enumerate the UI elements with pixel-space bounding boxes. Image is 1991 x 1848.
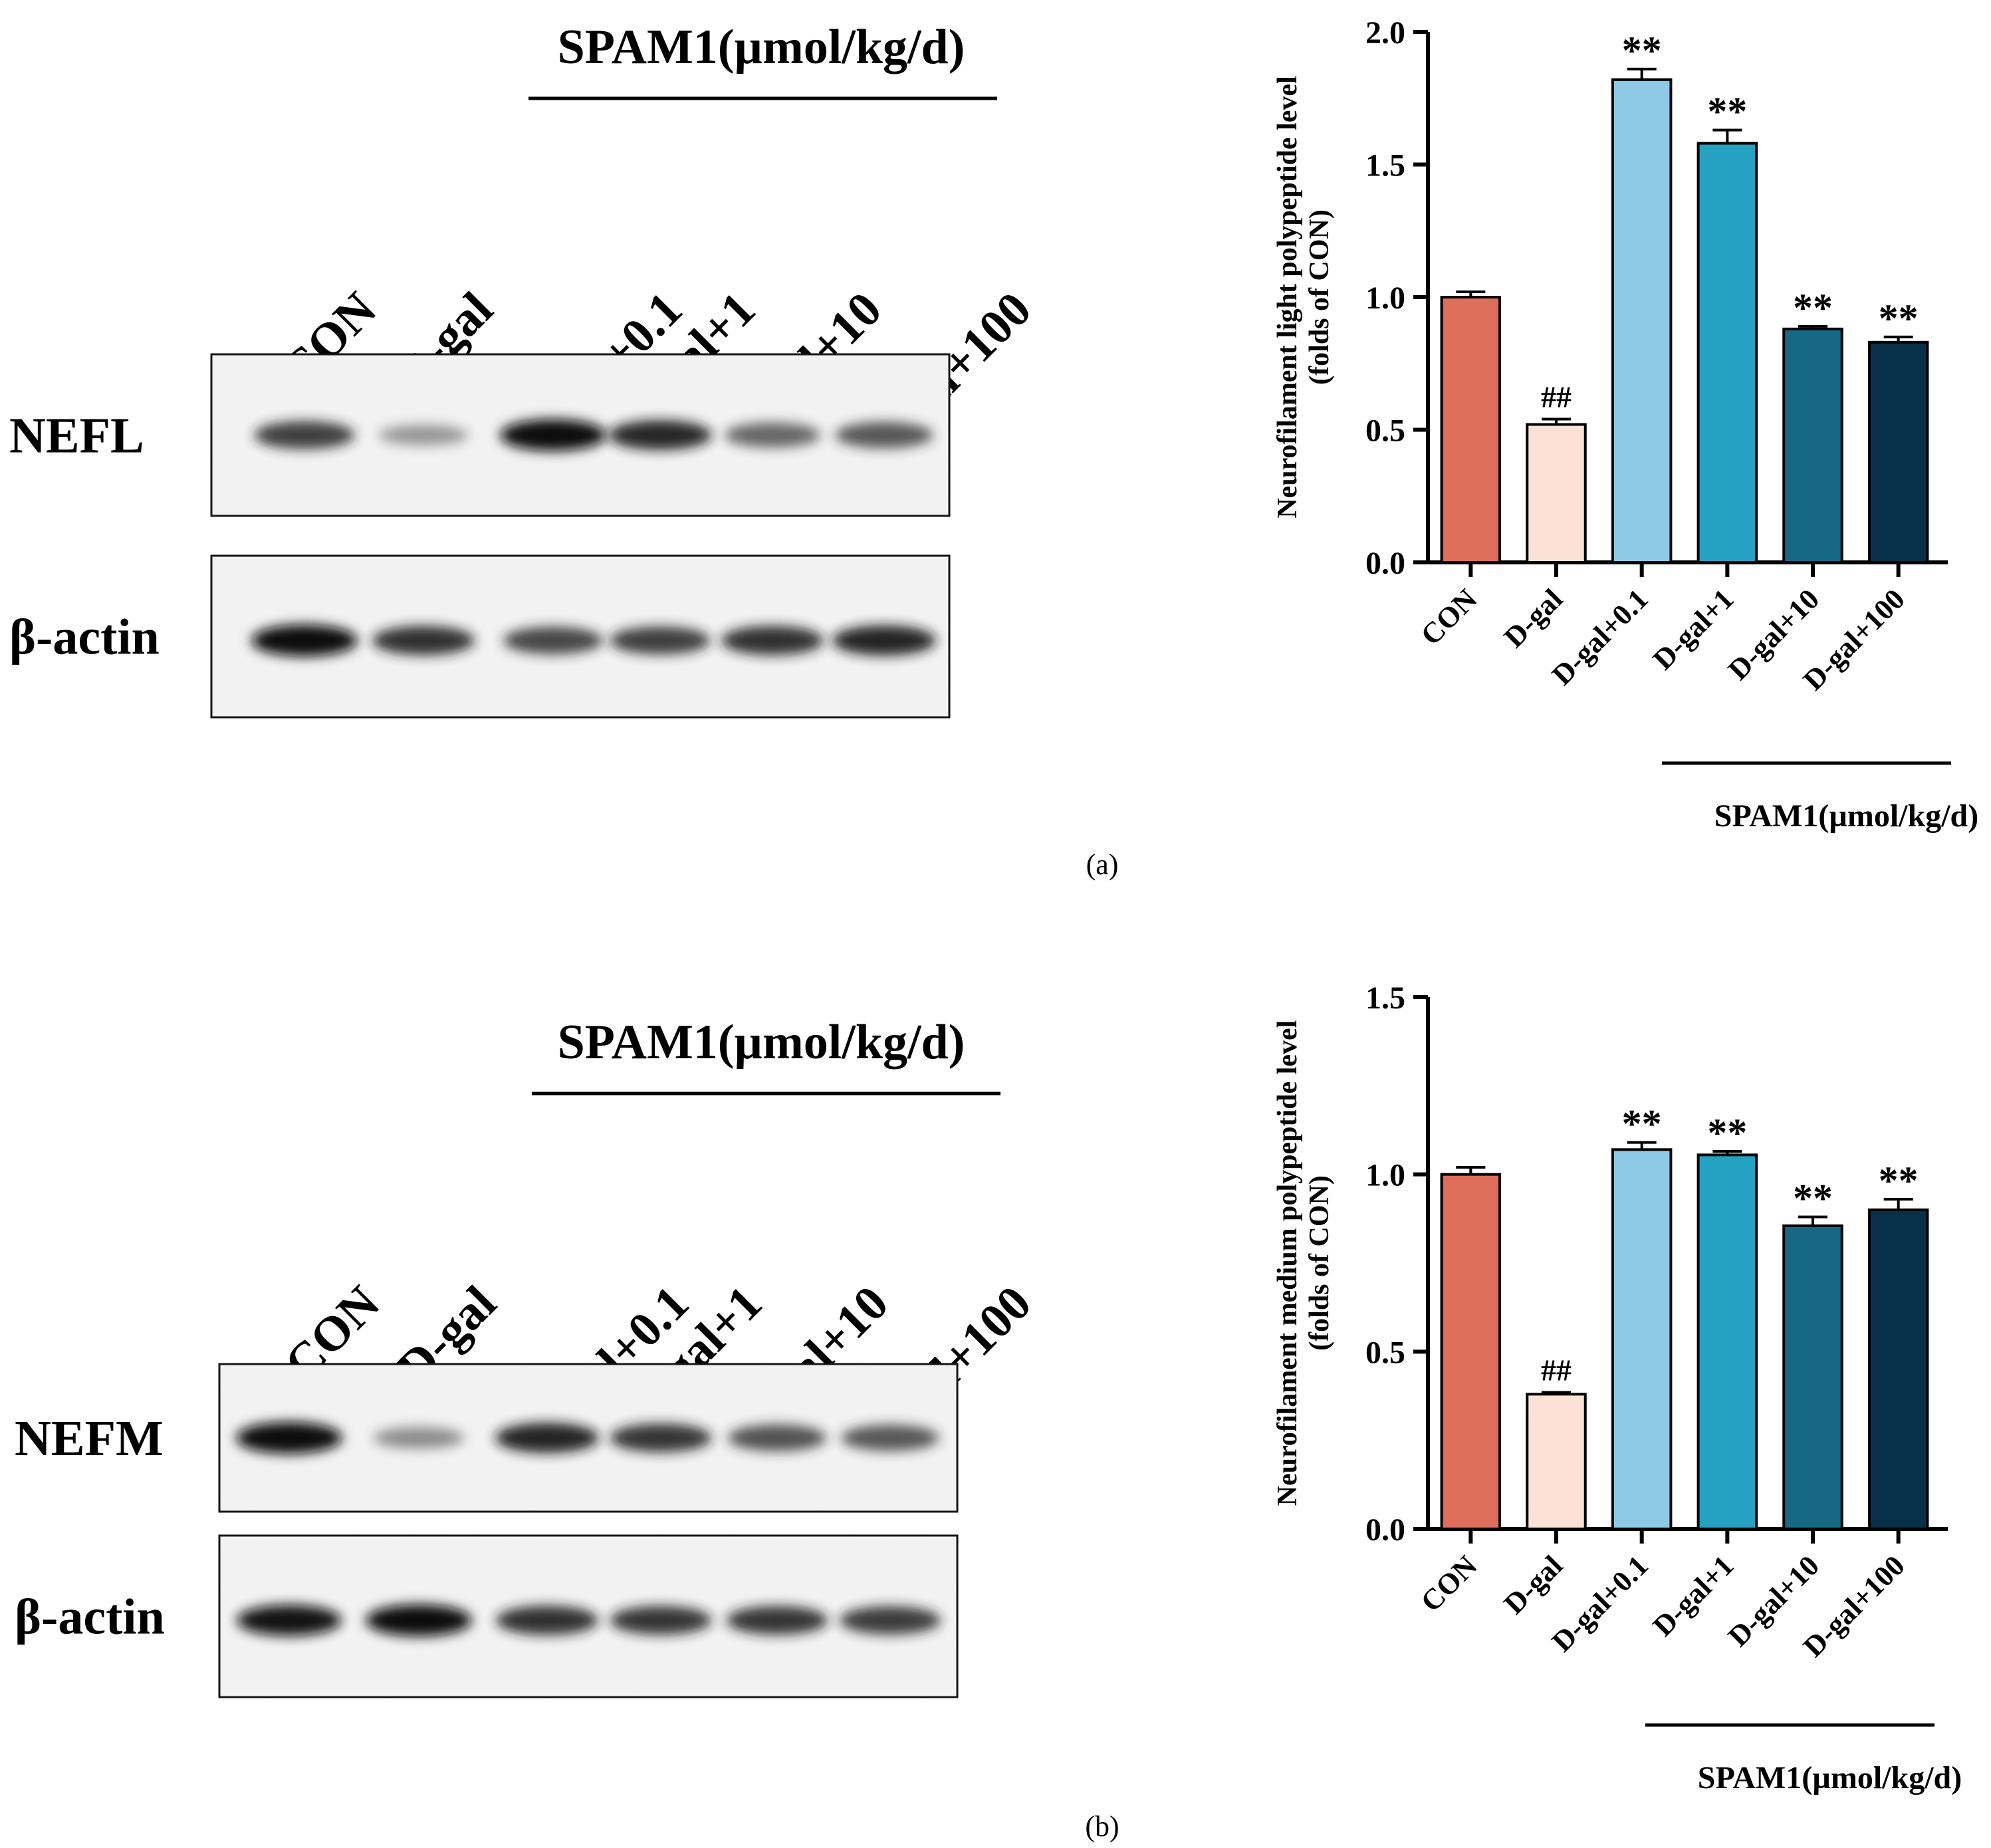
blot-band <box>495 1423 599 1453</box>
significance-marker: ## <box>1541 380 1572 414</box>
blot-band <box>608 420 712 450</box>
group-label: SPAM1(µmol/kg/d) <box>1698 1760 1962 1795</box>
significance-marker: ** <box>1793 1177 1833 1220</box>
blot-band <box>500 419 606 451</box>
x-tick-label: D-gal <box>1498 582 1569 653</box>
blot-band <box>832 625 936 656</box>
bar <box>1611 1148 1673 1531</box>
blot-row-label: β-actin <box>15 1589 165 1645</box>
caption-b: (b) <box>1085 1810 1119 1843</box>
blot-a-treatment-label: SPAM1(µmol/kg/d) <box>558 20 965 74</box>
blot-row: β-actin <box>9 554 951 719</box>
blot-band <box>835 421 933 449</box>
chart-b: 0.0 0.5 1.0 1.5 Neurofilament medium polypep… <box>1272 981 1962 1795</box>
bar <box>1782 1224 1843 1530</box>
blot-band <box>728 1424 826 1452</box>
y-tick-label: 0.0 <box>1365 1512 1405 1548</box>
significance-marker: ** <box>1622 29 1662 72</box>
bar <box>1697 142 1758 564</box>
blot-band <box>251 624 358 657</box>
y-tick-label: 0.5 <box>1365 413 1405 449</box>
bar <box>1867 340 1929 564</box>
bar <box>1611 78 1673 564</box>
bar <box>1440 296 1502 564</box>
y-tick-label: 0.5 <box>1365 1335 1405 1370</box>
x-tick-label: D-gal <box>1498 1549 1569 1620</box>
blot-row: NEFM <box>15 1363 959 1513</box>
significance-marker: ** <box>1879 296 1919 340</box>
y-tick-label: 1.0 <box>1365 281 1405 316</box>
blot-band <box>237 1605 342 1636</box>
blot-band <box>610 1605 712 1635</box>
blot-band <box>496 1605 598 1635</box>
caption-a: (a) <box>1086 848 1119 881</box>
significance-marker: ## <box>1541 1353 1572 1387</box>
blot-band <box>366 1604 472 1637</box>
bar <box>1867 1209 1929 1530</box>
blot-band <box>236 1422 342 1454</box>
blot-panel-a: SPAM1(µmol/kg/d) COND-galD-gal+0.1D-gal+… <box>9 20 1042 719</box>
y-tick-label: 1.5 <box>1365 148 1405 183</box>
y-axis-sublabel: (folds of CON) <box>1304 209 1335 385</box>
x-tick-label: CON <box>1415 582 1484 651</box>
bar <box>1697 1153 1758 1531</box>
blot-b-rows: NEFM β-actin <box>15 1363 959 1698</box>
group-label: SPAM1(µmol/kg/d) <box>1714 798 1978 834</box>
blot-a-rows: NEFL β-actin <box>9 353 951 719</box>
blot-band <box>374 1427 464 1449</box>
blot-band <box>254 421 355 449</box>
blot-row-label: NEFM <box>15 1411 164 1466</box>
chart-a: 0.0 0.5 1.0 1.5 2.0 Neurofilament light polyp… <box>1272 15 1978 834</box>
blot-row-label: NEFL <box>9 408 144 464</box>
blot-band <box>725 422 820 448</box>
blot-row: β-actin <box>15 1534 959 1698</box>
y-tick-label: 1.0 <box>1365 1158 1405 1193</box>
significance-marker: ** <box>1622 1102 1662 1146</box>
significance-marker: ** <box>1793 286 1833 330</box>
y-tick-label: 1.5 <box>1365 981 1405 1016</box>
significance-marker: ** <box>1707 1111 1747 1155</box>
blot-panel-b: SPAM1(µmol/kg/d) COND-galD-gal+0.1D-gal+… <box>15 1015 1042 1698</box>
bar <box>1526 423 1587 564</box>
bar <box>1782 327 1843 564</box>
blot-band <box>379 424 468 446</box>
significance-marker: ** <box>1707 90 1747 134</box>
blot-b-treatment-label: SPAM1(µmol/kg/d) <box>558 1015 965 1070</box>
bar <box>1440 1173 1502 1530</box>
blot-band <box>503 626 603 655</box>
blot-row-label: β-actin <box>9 610 160 665</box>
significance-marker: ** <box>1879 1159 1919 1203</box>
y-axis-sublabel: (folds of CON) <box>1304 1175 1335 1351</box>
blot-band <box>610 626 711 655</box>
y-axis-label: Neurofilament light polypeptide level <box>1272 76 1303 518</box>
blot-band <box>610 1423 712 1452</box>
blot-band <box>721 626 824 655</box>
blot-band <box>372 626 475 655</box>
y-axis-label: Neurofilament medium polypeptide level <box>1272 1020 1303 1506</box>
x-tick-label: CON <box>1415 1549 1484 1618</box>
blot-band <box>726 1605 828 1635</box>
blot-row: NEFL <box>9 353 951 517</box>
y-tick-label: 2.0 <box>1365 15 1405 51</box>
y-tick-label: 0.0 <box>1365 546 1405 581</box>
bar <box>1526 1393 1587 1530</box>
blot-band <box>841 1425 939 1451</box>
blot-band <box>840 1606 941 1635</box>
